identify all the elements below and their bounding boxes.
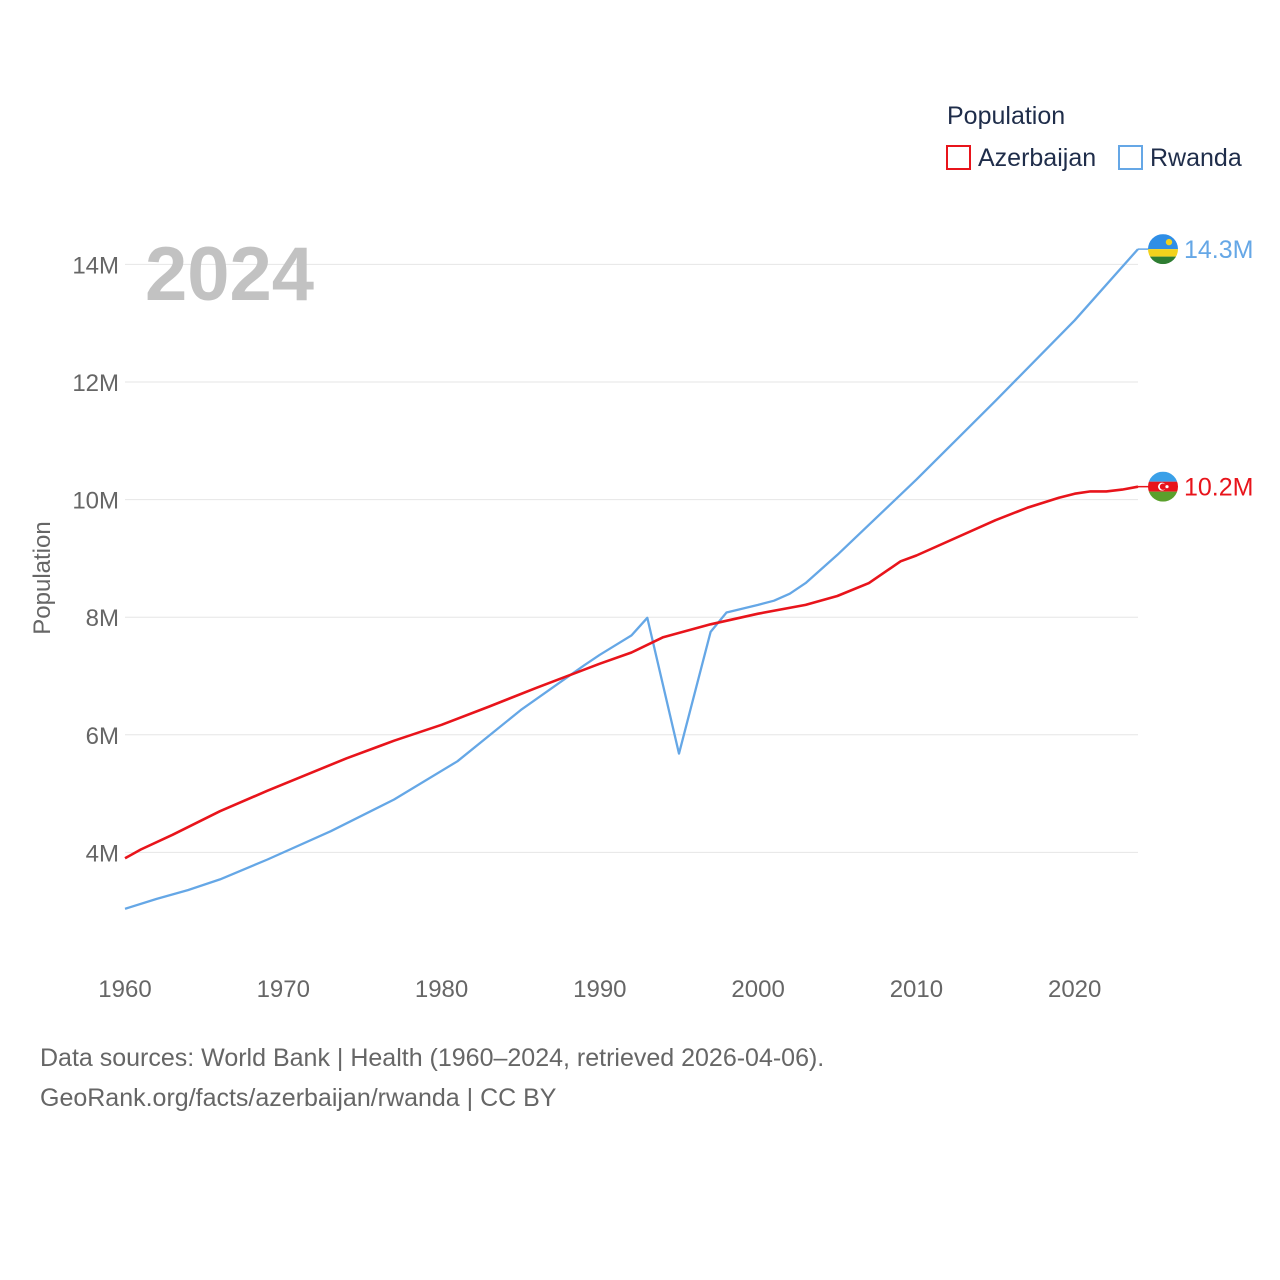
legend-swatch-rwanda[interactable] [1118,145,1143,170]
legend-swatch-azerbaijan[interactable] [946,145,971,170]
rwanda-flag-icon [1148,234,1178,265]
y-tick-label-3: 10M [72,488,119,515]
legend-label-rwanda[interactable]: Rwanda [1150,144,1242,172]
grid-lines [125,263,1138,853]
legend-label-azerbaijan[interactable]: Azerbaijan [978,144,1096,172]
y-tick-label-5: 14M [72,252,119,279]
y-tick-label-0: 4M [86,840,119,867]
footer-link[interactable]: GeoRank.org/facts/azerbaijan/rwanda | CC… [40,1084,557,1112]
series-layer [124,248,1139,910]
series-end-labels: 14.3M 10.2M [1138,234,1253,502]
x-axis-ticks: 1960 1970 1980 1990 2000 2010 2020 [98,976,1101,1003]
year-label: 2024 [145,232,314,317]
footer-sources: Data sources: World Bank | Health (1960–… [40,1044,825,1072]
x-tick-label-6: 2020 [1048,976,1101,1003]
y-tick-label-1: 6M [86,723,119,750]
x-tick-label-2: 1980 [415,976,468,1003]
y-axis-title: Population [29,521,56,634]
x-tick-label-1: 1970 [257,976,310,1003]
legend-title: Population [947,102,1065,130]
legend: Population Azerbaijan Rwanda [946,102,1242,172]
azerbaijan-flag-icon [1148,471,1178,502]
y-tick-label-2: 8M [86,605,119,632]
y-tick-label-4: 12M [72,370,119,397]
end-label-azerbaijan: 10.2M [1184,474,1253,502]
series-line-rwanda[interactable] [124,248,1139,910]
x-tick-label-0: 1960 [98,976,151,1003]
x-tick-label-4: 2000 [731,976,784,1003]
end-label-rwanda: 14.3M [1184,236,1253,264]
series-line-azerbaijan[interactable] [124,485,1139,860]
x-tick-label-5: 2010 [890,976,943,1003]
x-tick-label-3: 1990 [573,976,626,1003]
y-axis-ticks: 4M 6M 8M 10M 12M 14M [72,252,119,867]
